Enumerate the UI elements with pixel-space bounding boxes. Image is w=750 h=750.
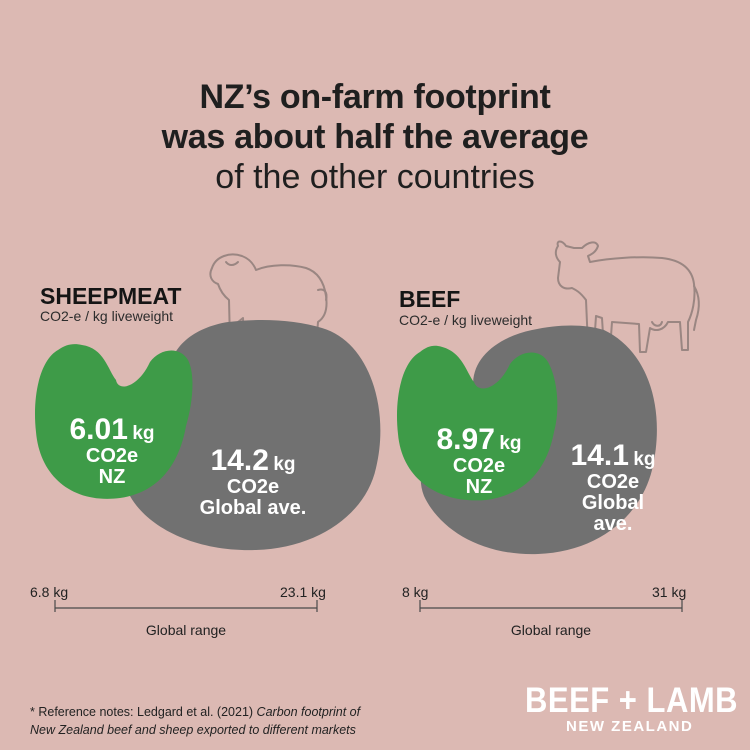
nz-value-beef-unit: kg <box>499 433 522 454</box>
nz-value-sheepmeat: 6.01 kg CO2e NZ <box>52 414 172 488</box>
nz-value-sheepmeat-unit: kg <box>132 423 155 444</box>
global-value-beef: 14.1 kg CO2e Global ave. <box>548 440 678 535</box>
global-value-beef-unit: kg <box>633 449 656 470</box>
global-label-beef-line1: Global <box>581 491 645 514</box>
nz-value-sheepmeat-number: 6.01 <box>69 413 128 446</box>
range-bracket-beef <box>419 600 683 612</box>
reference-note: * Reference notes: Ledgard et al. (2021)… <box>30 704 500 739</box>
range-max-sheepmeat: 23.1 kg <box>280 584 326 600</box>
global-value-sheepmeat-co2: CO2e <box>226 475 280 498</box>
sheepmeat-unit-label: CO2-e / kg liveweight <box>40 308 174 324</box>
reference-title-line2: New Zealand beef and sheep exported to d… <box>30 722 356 737</box>
sheep-icon <box>209 253 328 351</box>
nz-value-beef-number: 8.97 <box>436 423 495 456</box>
global-label-sheepmeat: Global ave. <box>199 496 307 519</box>
global-value-beef-co2: CO2e <box>586 470 640 493</box>
beef-unit-label: CO2-e / kg liveweight <box>399 312 533 328</box>
cow-icon <box>554 240 700 353</box>
nz-value-beef-co2: CO2e <box>452 454 506 477</box>
reference-title-line1: Carbon footprint of <box>256 705 361 719</box>
global-value-sheepmeat-unit: kg <box>273 454 296 475</box>
nz-footprint-sheepmeat <box>34 344 193 499</box>
beef-lamb-logo: BEEF + LAMB <box>525 680 739 721</box>
beef-lamb-logo-subtitle: NEW ZEALAND <box>566 718 694 735</box>
range-min-sheepmeat: 6.8 kg <box>30 584 69 600</box>
nz-label-sheepmeat: NZ <box>98 465 126 488</box>
range-bracket-sheepmeat <box>54 600 318 612</box>
nz-value-beef: 8.97 kg CO2e NZ <box>414 424 544 498</box>
title-line-1: NZ’s on-farm footprint <box>199 78 551 116</box>
range-min-beef: 8 kg <box>402 584 429 600</box>
global-range-label-sheepmeat: Global range <box>145 622 227 638</box>
title-line-2: was about half the average <box>161 118 589 156</box>
nz-value-sheepmeat-co2: CO2e <box>85 444 139 467</box>
global-value-sheepmeat: 14.2 kg CO2e Global ave. <box>178 445 328 519</box>
global-label-beef-line2: ave. <box>593 512 633 535</box>
global-range-label-beef: Global range <box>510 622 592 638</box>
nz-label-beef: NZ <box>465 475 493 498</box>
sheepmeat-heading: SHEEPMEAT <box>40 283 182 309</box>
title-line-3: of the other countries <box>215 158 535 196</box>
global-value-sheepmeat-number: 14.2 <box>210 444 269 477</box>
global-value-beef-number: 14.1 <box>570 439 629 472</box>
range-max-beef: 31 kg <box>652 584 687 600</box>
beef-heading: BEEF <box>399 286 461 312</box>
nz-footprint-beef <box>396 345 558 501</box>
reference-prefix: * Reference notes: Ledgard et al. (2021) <box>30 705 257 719</box>
